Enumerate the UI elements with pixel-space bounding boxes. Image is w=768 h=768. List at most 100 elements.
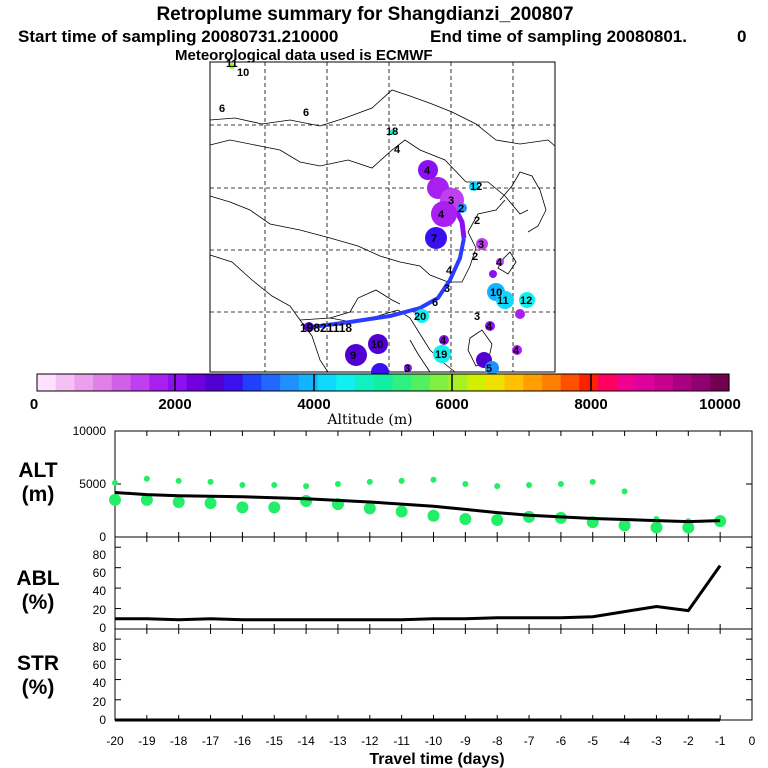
svg-text:19: 19 xyxy=(435,349,447,361)
abl-ytick-80: 80 xyxy=(93,548,107,562)
svg-text:3: 3 xyxy=(474,311,480,323)
abl-ytick-0: 0 xyxy=(99,621,106,635)
x-tick-label: -8 xyxy=(492,734,503,748)
svg-text:4: 4 xyxy=(496,257,503,269)
end-time-trailing: 0 xyxy=(737,27,746,46)
map-labels: 10 11 6 6 18 4 4 3 12 4 2 7 2 3 2 4 4 3 … xyxy=(219,58,532,375)
colorbar-swatch xyxy=(467,374,487,391)
alt-point xyxy=(395,505,408,518)
alt-point xyxy=(618,519,631,532)
alt-point xyxy=(300,494,313,507)
altitude-colorbar: 0 2000 4000 6000 8000 10000 Altitude (m) xyxy=(30,373,741,428)
end-time-label: End time of sampling 20080801. xyxy=(430,27,687,46)
svg-text:4: 4 xyxy=(424,165,431,177)
alt-point xyxy=(204,497,217,510)
abl-ytick-40: 40 xyxy=(93,584,107,598)
svg-text:4: 4 xyxy=(438,209,445,221)
alt-point xyxy=(589,478,596,485)
alt-point xyxy=(714,515,727,528)
x-tick-label: -11 xyxy=(393,734,410,748)
colorbar-swatch xyxy=(205,374,225,391)
x-tick-label: -17 xyxy=(202,734,220,748)
str-ytick-60: 60 xyxy=(93,658,107,672)
colorbar-swatch xyxy=(280,374,300,391)
colorbar-swatch xyxy=(130,374,150,391)
abl-ytick-20: 20 xyxy=(93,603,107,617)
axis-ticks xyxy=(114,430,753,721)
svg-text:20: 20 xyxy=(414,311,426,323)
abl-panel-unit: (%) xyxy=(22,591,55,614)
trajectory-clusters xyxy=(229,63,535,381)
str-ytick-20: 20 xyxy=(93,695,107,709)
colorbar-swatch xyxy=(579,374,599,391)
colorbar-swatch xyxy=(93,374,113,391)
colorbar-tick-10000: 10000 xyxy=(699,396,741,413)
colorbar-swatches xyxy=(37,374,730,391)
svg-text:3: 3 xyxy=(478,239,484,251)
colorbar-swatch xyxy=(74,374,94,391)
x-tick-labels: -20 -19 -18 -17 -16 -15 -14 -13 -12 -11 -10 -9 -8 -7-… xyxy=(106,734,755,748)
alt-panel-label: ALT xyxy=(18,459,57,482)
x-tick-label: -20 xyxy=(106,734,124,748)
svg-text:12: 12 xyxy=(520,295,532,307)
abl-panel-frame xyxy=(114,536,753,630)
colorbar-swatch xyxy=(616,374,637,391)
alt-ytick-10000: 10000 xyxy=(73,424,107,438)
x-tick-label: -16 xyxy=(234,734,252,748)
colorbar-swatch xyxy=(598,374,618,391)
alt-point xyxy=(491,514,504,527)
alt-point xyxy=(334,481,341,487)
x-tick-label: -18 xyxy=(170,734,188,748)
colorbar-dividers xyxy=(174,374,592,391)
svg-text:2: 2 xyxy=(474,215,480,227)
x-tick-label: -7 xyxy=(524,734,535,748)
colorbar-swatch xyxy=(672,374,693,391)
svg-text:4: 4 xyxy=(486,321,493,333)
x-tick-label: -14 xyxy=(297,734,315,748)
colorbar-frame xyxy=(36,373,730,392)
svg-text:5: 5 xyxy=(486,363,492,375)
svg-text:3: 3 xyxy=(404,363,410,375)
alt-point xyxy=(239,482,246,489)
svg-text:4: 4 xyxy=(446,265,453,277)
alt-point xyxy=(430,476,437,483)
abl-ytick-60: 60 xyxy=(93,566,107,580)
colorbar-swatch xyxy=(336,374,356,391)
x-tick-label: -10 xyxy=(425,734,443,748)
alt-point xyxy=(427,509,440,522)
str-ytick-80: 80 xyxy=(93,640,107,654)
colorbar-swatch xyxy=(523,374,543,391)
svg-text:12: 12 xyxy=(470,181,482,193)
alt-point xyxy=(175,477,182,484)
time-series-panels xyxy=(114,430,753,721)
x-tick-label: -15 xyxy=(266,734,284,748)
series-lines xyxy=(114,491,722,722)
alt-point xyxy=(650,521,663,534)
svg-text:3: 3 xyxy=(444,283,450,295)
colorbar-swatch xyxy=(167,374,188,391)
x-tick-label: -4 xyxy=(619,734,630,748)
svg-text:7: 7 xyxy=(431,233,437,245)
alt-point xyxy=(363,502,376,515)
abl-line xyxy=(115,564,722,622)
colorbar-swatch xyxy=(504,374,524,391)
colorbar-swatch xyxy=(541,374,562,391)
colorbar-tick-2000: 2000 xyxy=(158,396,191,413)
colorbar-swatch xyxy=(485,374,506,391)
svg-text:18: 18 xyxy=(386,126,398,138)
alt-point xyxy=(366,478,373,485)
colorbar-title: Altitude (m) xyxy=(326,412,412,428)
colorbar-tick-0: 0 xyxy=(30,396,38,413)
alt-point xyxy=(109,493,121,506)
svg-text:11: 11 xyxy=(497,295,509,307)
svg-text:10: 10 xyxy=(490,287,502,299)
str-panel-label: STR xyxy=(17,652,59,675)
alt-point xyxy=(557,481,564,487)
str-ytick-40: 40 xyxy=(93,676,107,690)
x-tick-label: -2 xyxy=(683,734,694,748)
alt-point xyxy=(462,481,469,487)
start-time-label: Start time of sampling 20080731.210000 xyxy=(18,27,338,46)
svg-text:4: 4 xyxy=(394,144,401,156)
colorbar-swatch xyxy=(635,374,655,391)
